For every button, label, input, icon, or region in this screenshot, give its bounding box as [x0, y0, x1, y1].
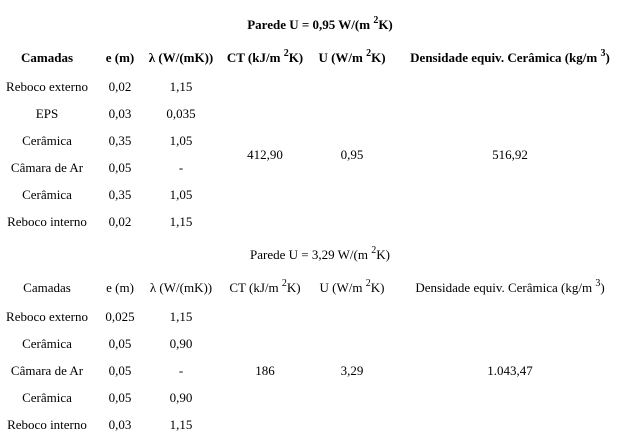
- table-cell: 0,035: [166, 106, 196, 121]
- table-cell: Cerâmica: [22, 133, 72, 148]
- text: Densidade equiv. Cerâmica (kg/m: [415, 280, 596, 295]
- table-cell: Cerâmica: [22, 336, 72, 351]
- merged-cell: 412,90: [247, 146, 283, 162]
- table-cell: 0,35: [108, 187, 132, 202]
- table-cell: 0,05: [108, 336, 132, 351]
- text: Densidade equiv. Cerâmica (kg/m: [410, 50, 601, 65]
- text: K): [370, 280, 385, 295]
- table-cell: 0,02: [108, 214, 132, 229]
- table-cell: 0,35: [108, 133, 132, 148]
- column-header: e (m): [105, 50, 135, 65]
- text: CT (kJ/m: [226, 50, 284, 65]
- table-cell: Câmara de Ar: [10, 160, 84, 175]
- table-cell: Reboco interno: [7, 417, 87, 432]
- merged-cell: 1.043,47: [487, 363, 533, 378]
- text: K): [288, 50, 304, 65]
- column-header: CT (kJ/m 2K): [226, 48, 304, 66]
- table-cell: 1,15: [169, 214, 193, 229]
- text: K): [371, 50, 386, 65]
- merged-cell: 0,95: [340, 146, 364, 162]
- table-title: Parede U = 3,29 W/(m 2K): [250, 245, 390, 263]
- superscript: 2: [281, 278, 287, 289]
- table-title: Parede U = 0,95 W/(m 2K): [247, 15, 393, 33]
- column-header: Camadas: [20, 50, 74, 65]
- table-cell: -: [178, 160, 184, 175]
- superscript: 3: [595, 278, 601, 289]
- column-header: λ (W/(mK)): [149, 280, 213, 295]
- column-header: Densidade equiv. Cerâmica (kg/m 3): [410, 48, 610, 66]
- text: Parede U = 3,29 W/(m: [250, 247, 372, 262]
- merged-cell: 3,29: [340, 363, 364, 378]
- merged-cell: 516,92: [492, 146, 528, 162]
- superscript: 2: [366, 48, 372, 59]
- table-cell: 1,05: [169, 187, 193, 202]
- table-cell: Cerâmica: [22, 390, 72, 405]
- table-cell: 0,03: [108, 106, 132, 121]
- table-cell: EPS: [35, 106, 59, 121]
- table-cell: 0,02: [108, 79, 132, 94]
- text: U (W/m: [318, 50, 367, 65]
- text: K): [378, 17, 393, 32]
- text: CT (kJ/m: [229, 280, 282, 295]
- superscript: 3: [600, 48, 606, 59]
- table-cell: 1,15: [169, 79, 193, 94]
- superscript: 2: [365, 278, 371, 289]
- superscript: 2: [283, 48, 289, 59]
- column-header: Camadas: [23, 280, 71, 295]
- superscript: 2: [373, 15, 379, 26]
- column-header: CT (kJ/m 2K): [229, 278, 301, 296]
- table-cell: -: [178, 363, 184, 378]
- table-cell: Reboco externo: [6, 79, 88, 94]
- text: K): [376, 247, 390, 262]
- text: Parede U = 0,95 W/(m: [247, 17, 374, 32]
- table-cell: 0,05: [108, 390, 132, 405]
- text: ): [605, 50, 610, 65]
- table-cell: 1,05: [169, 133, 193, 148]
- table-cell: Reboco interno: [7, 214, 87, 229]
- merged-cell: 186: [255, 363, 275, 378]
- table-cell: Cerâmica: [22, 187, 72, 202]
- table-cell: Reboco externo: [6, 309, 88, 324]
- table-cell: 0,03: [108, 417, 132, 432]
- table-cell: 0,05: [108, 363, 132, 378]
- table-cell: 0,025: [105, 309, 135, 324]
- table-cell: 0,90: [169, 390, 193, 405]
- text: ): [600, 280, 605, 295]
- text: U (W/m: [319, 280, 366, 295]
- table-cell: Câmara de Ar: [10, 363, 84, 378]
- text: K): [286, 280, 301, 295]
- column-header: λ (W/(mK)): [148, 50, 214, 65]
- column-header: U (W/m 2K): [318, 48, 386, 66]
- table-cell: 1,15: [169, 417, 193, 432]
- table-cell: 1,15: [169, 309, 193, 324]
- column-header: Densidade equiv. Cerâmica (kg/m 3): [415, 278, 605, 296]
- superscript: 2: [371, 245, 377, 256]
- column-header: U (W/m 2K): [319, 278, 385, 296]
- column-header: e (m): [106, 280, 134, 295]
- table-cell: 0,90: [169, 336, 193, 351]
- table-cell: 0,05: [108, 160, 132, 175]
